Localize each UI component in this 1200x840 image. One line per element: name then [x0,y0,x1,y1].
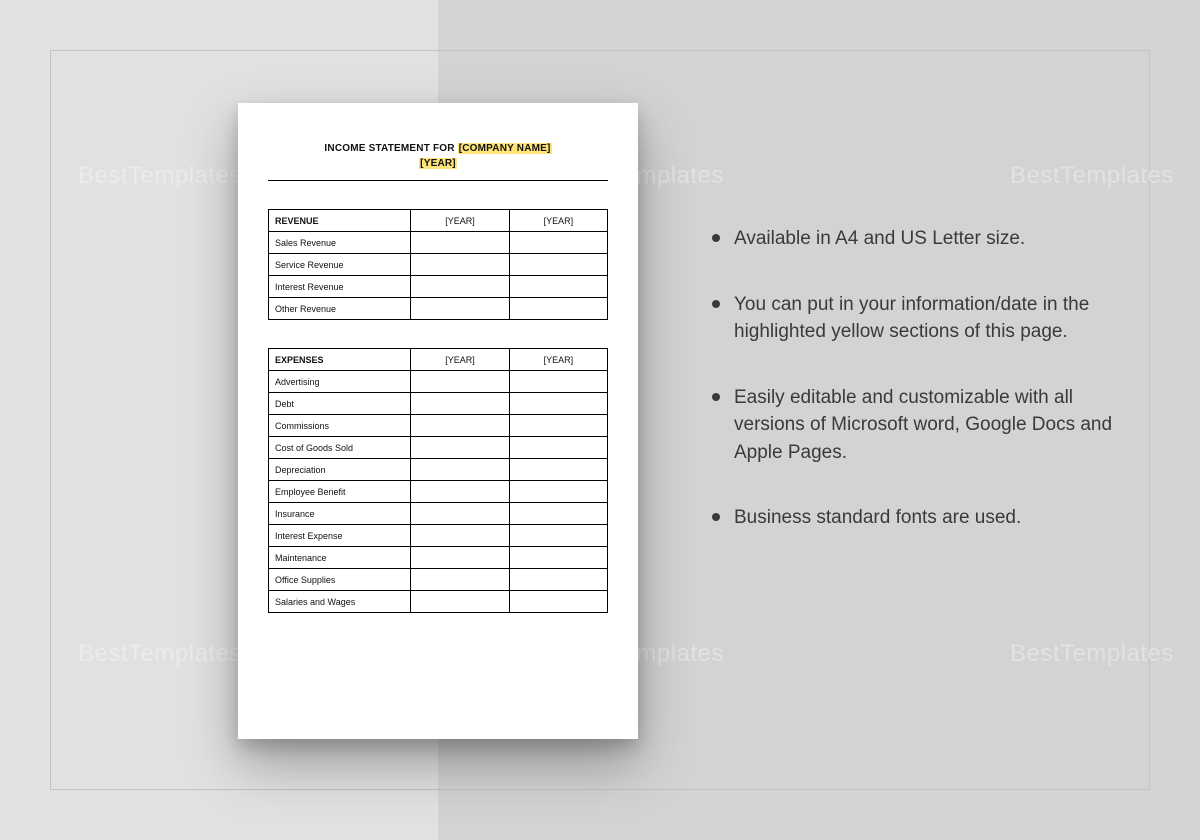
row-label: Interest Revenue [269,276,411,298]
cell [509,254,607,276]
expenses-table: EXPENSES [YEAR] [YEAR] AdvertisingDebtCo… [268,348,608,613]
cell [509,525,607,547]
cell [411,481,509,503]
cell [411,276,509,298]
table-row: Interest Revenue [269,276,608,298]
feature-item: You can put in your information/date in … [710,291,1130,346]
revenue-table: REVENUE [YEAR] [YEAR] Sales RevenueServi… [268,209,608,320]
table-row: Interest Expense [269,525,608,547]
cell [509,591,607,613]
row-label: Sales Revenue [269,232,411,254]
company-name-placeholder: [COMPANY NAME] [458,143,552,154]
cell [411,591,509,613]
cell [411,415,509,437]
cell [509,393,607,415]
year-col-1: [YEAR] [411,349,509,371]
cell [509,547,607,569]
row-label: Maintenance [269,547,411,569]
row-label: Employee Benefit [269,481,411,503]
watermark: BestTemplates [1010,162,1174,190]
feature-item: Easily editable and customizable with al… [710,384,1130,467]
title-prefix: INCOME STATEMENT FOR [324,143,457,154]
feature-item: Business standard fonts are used. [710,504,1130,532]
year-col-2: [YEAR] [509,210,607,232]
table-row: Insurance [269,503,608,525]
table-row: Maintenance [269,547,608,569]
title-year-placeholder: [YEAR] [419,158,457,169]
year-col-1: [YEAR] [411,210,509,232]
cell [411,547,509,569]
table-row: Commissions [269,415,608,437]
cell [411,459,509,481]
row-label: Depreciation [269,459,411,481]
cell [509,481,607,503]
cell [411,254,509,276]
cell [411,371,509,393]
row-label: Insurance [269,503,411,525]
row-label: Cost of Goods Sold [269,437,411,459]
table-row: Office Supplies [269,569,608,591]
cell [509,415,607,437]
cell [509,437,607,459]
row-label: Debt [269,393,411,415]
table-row: Advertising [269,371,608,393]
table-row: Depreciation [269,459,608,481]
cell [411,525,509,547]
table-header-row: REVENUE [YEAR] [YEAR] [269,210,608,232]
cell [411,503,509,525]
cell [509,371,607,393]
cell [411,393,509,415]
watermark: BestTemplates [78,640,242,668]
table-row: Cost of Goods Sold [269,437,608,459]
cell [509,569,607,591]
spacer [268,320,608,348]
row-label: Office Supplies [269,569,411,591]
table-row: Other Revenue [269,298,608,320]
cell [509,459,607,481]
row-label: Service Revenue [269,254,411,276]
watermark: BestTemplates [78,162,242,190]
row-label: Salaries and Wages [269,591,411,613]
spacer [268,181,608,209]
table-row: Sales Revenue [269,232,608,254]
expenses-header: EXPENSES [269,349,411,371]
revenue-header: REVENUE [269,210,411,232]
cell [509,232,607,254]
table-row: Salaries and Wages [269,591,608,613]
year-col-2: [YEAR] [509,349,607,371]
cell [411,569,509,591]
row-label: Advertising [269,371,411,393]
document-sheet: INCOME STATEMENT FOR [COMPANY NAME] [YEA… [238,103,638,739]
cell [411,232,509,254]
table-header-row: EXPENSES [YEAR] [YEAR] [269,349,608,371]
table-row: Debt [269,393,608,415]
row-label: Commissions [269,415,411,437]
feature-item: Available in A4 and US Letter size. [710,225,1130,253]
table-row: Service Revenue [269,254,608,276]
watermark: BestTemplates [1010,640,1174,668]
row-label: Other Revenue [269,298,411,320]
cell [411,298,509,320]
feature-list: Available in A4 and US Letter size. You c… [710,225,1130,570]
cell [509,276,607,298]
cell [411,437,509,459]
table-row: Employee Benefit [269,481,608,503]
row-label: Interest Expense [269,525,411,547]
cell [509,503,607,525]
document-title: INCOME STATEMENT FOR [COMPANY NAME] [YEA… [268,141,608,171]
cell [509,298,607,320]
